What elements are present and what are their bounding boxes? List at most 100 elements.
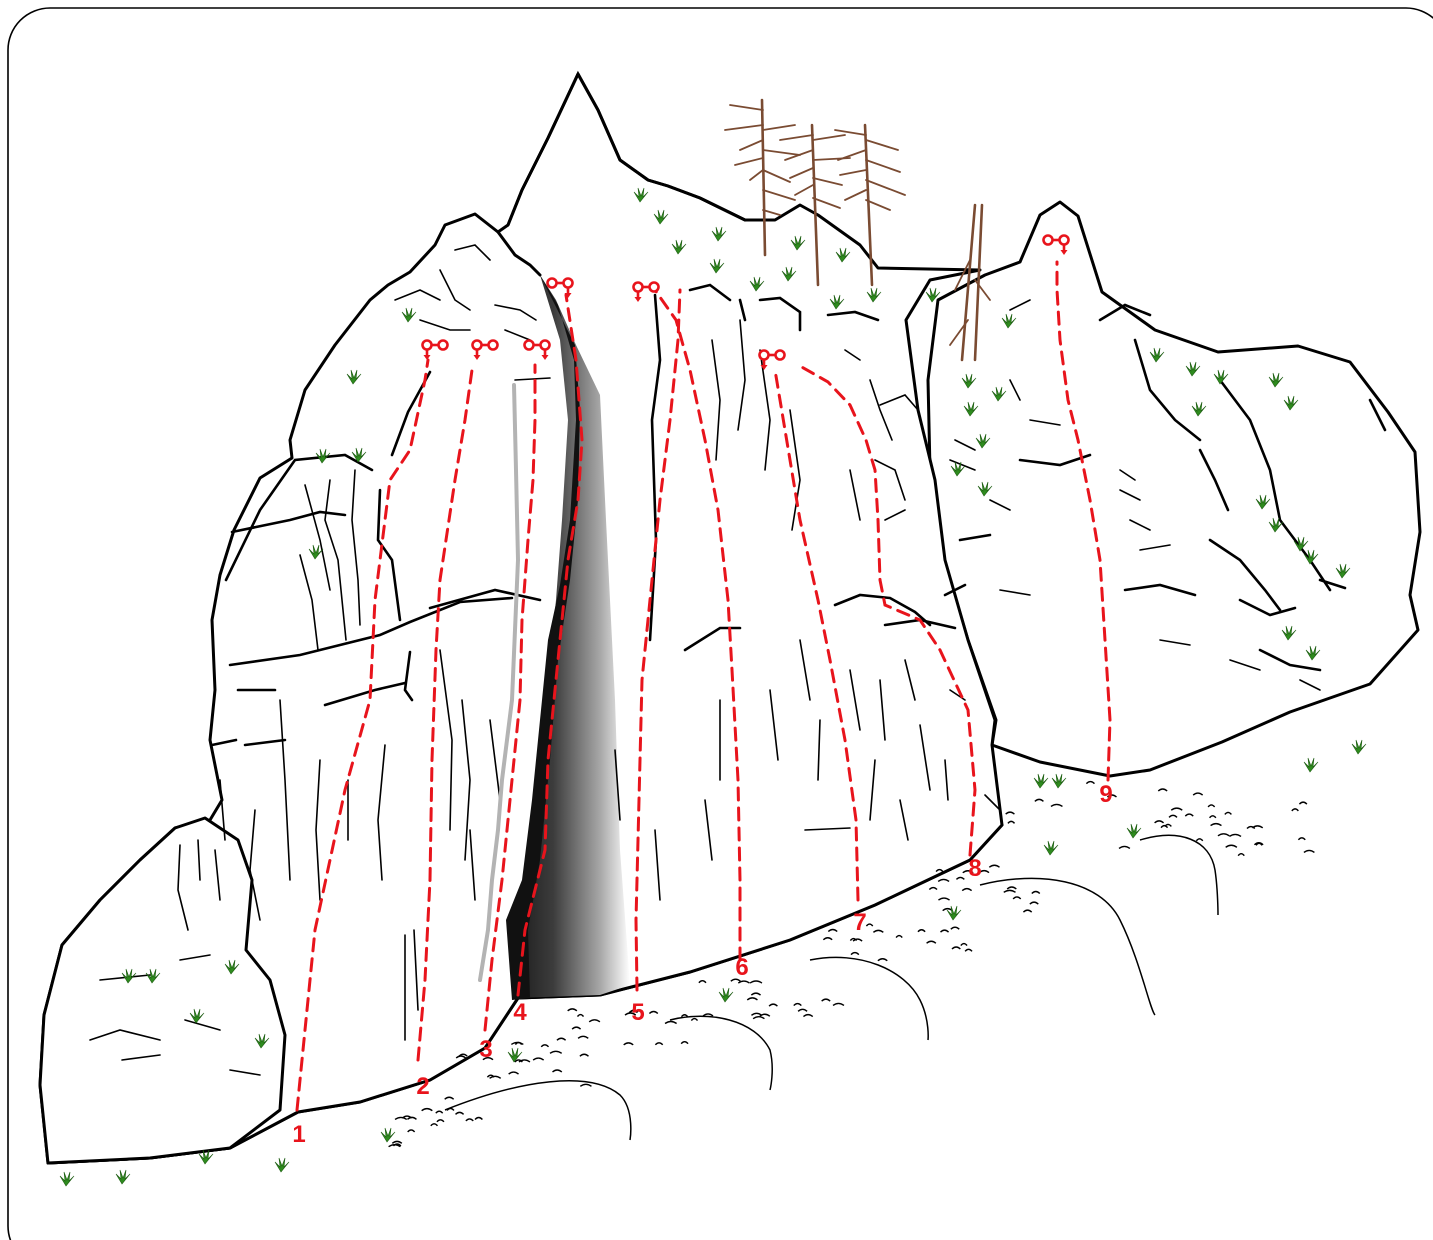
scree-pebble <box>552 1069 563 1073</box>
scree-pebble <box>832 1002 845 1006</box>
scree-pebble <box>1246 825 1256 830</box>
scree-pebble <box>571 1026 582 1030</box>
scree-pebble <box>1170 807 1183 811</box>
scree-pebble <box>698 980 707 984</box>
grey-crack-line <box>478 383 521 982</box>
route-number-6: 6 <box>735 954 748 981</box>
scree-pebble <box>579 1083 592 1087</box>
scree-pebble <box>1031 890 1041 895</box>
scree-pebble <box>1192 792 1204 796</box>
scree-pebble <box>850 951 860 956</box>
gully-dark-edge <box>506 275 580 1000</box>
scree-pebble <box>1251 825 1264 829</box>
scree-pebble <box>648 1010 659 1014</box>
scree-pebble <box>803 1013 814 1018</box>
scree-pebble <box>1154 820 1165 824</box>
dead-tree-icon-4 <box>949 203 991 362</box>
scree-pebble <box>702 1013 714 1017</box>
scree-pebble <box>865 923 874 927</box>
grass-tuft-icon <box>718 987 734 1003</box>
scree-pebble <box>1085 780 1095 785</box>
scree-pebble <box>455 1111 465 1115</box>
scree-pebble <box>1168 814 1178 818</box>
scree-pebble <box>797 1008 808 1012</box>
right-boulder-cracks <box>949 299 1387 691</box>
scree-pebble <box>849 937 858 942</box>
scree-pebble <box>623 1042 634 1046</box>
scree-pebble <box>752 1015 765 1020</box>
scree-pebble <box>1006 886 1017 890</box>
route-line-5 <box>634 288 682 992</box>
scree-pebble <box>1164 823 1172 827</box>
scree-pebble <box>690 1017 699 1022</box>
route-number-3: 3 <box>479 1036 492 1063</box>
grass-tuft-icon <box>1351 739 1367 755</box>
route-number-5: 5 <box>631 999 644 1026</box>
scree-pebble <box>455 1055 467 1059</box>
scree-pebble <box>955 876 965 880</box>
scree-pebble <box>962 870 974 874</box>
scree-pebble <box>1298 801 1308 805</box>
scree-pebble <box>482 1056 494 1061</box>
scree-pebble <box>1228 833 1242 837</box>
scree-pebble <box>1005 811 1015 815</box>
scree-pebble <box>514 1059 523 1063</box>
scree-pebble <box>940 929 950 933</box>
scree-pebble <box>960 942 968 947</box>
scree-pebble <box>401 1115 413 1119</box>
scree-pebble <box>872 929 884 933</box>
scree-pebble <box>877 958 888 962</box>
route-labels: 1 2 3 4 5 6 7 8 9 <box>292 781 1112 1148</box>
scree-pebble <box>1207 804 1216 808</box>
route-line-9 <box>1055 260 1112 782</box>
scree-pebble <box>680 1041 689 1045</box>
scree-pebble <box>1022 909 1033 913</box>
scree-pebble <box>938 897 950 901</box>
scree-pebble <box>1217 833 1230 837</box>
scree-pebble <box>1157 788 1168 792</box>
scree-pebble <box>964 948 973 952</box>
scree-pebble <box>749 980 763 984</box>
scree-pebble <box>394 1116 408 1121</box>
scree-pebble <box>549 1050 563 1054</box>
dead-tree-icon-2 <box>779 123 851 287</box>
scree-pebble <box>579 1053 589 1057</box>
scree-pebble <box>1224 811 1232 815</box>
scree-pebble <box>1118 845 1131 849</box>
scree-pebble <box>1225 844 1238 848</box>
scree-pebble <box>489 1075 502 1079</box>
scree-pebbles <box>388 780 1315 1148</box>
scree-pebble <box>1209 815 1217 819</box>
left-tower-edge <box>496 230 542 277</box>
scree-pebble <box>961 887 973 892</box>
scree-pebble <box>436 1119 445 1123</box>
scree-pebble <box>588 1019 601 1023</box>
scree-pebble <box>474 1116 483 1121</box>
scree-pebble <box>1297 837 1306 841</box>
route-number-9: 9 <box>1099 781 1112 808</box>
scree-pebble <box>1210 822 1222 827</box>
scree-pebble <box>430 1123 439 1127</box>
scree-pebble <box>1237 852 1245 857</box>
scree-pebble <box>1184 813 1194 817</box>
scree-pebble <box>737 980 750 984</box>
scree-pebble <box>988 864 1000 868</box>
scree-pebble <box>937 878 950 883</box>
scree-arcs <box>444 834 1219 1141</box>
scree-pebble <box>768 1003 778 1007</box>
route-number-1: 1 <box>292 1121 305 1148</box>
scree-pebble <box>1303 849 1315 853</box>
grass-tuft-icon <box>274 1157 290 1173</box>
dead-tree-icon-3 <box>834 123 906 287</box>
scree-pebble <box>654 1042 664 1046</box>
scree-pebble <box>576 1013 585 1018</box>
scree-pebble <box>1003 889 1016 893</box>
scree-pebble <box>407 1129 416 1133</box>
scree-pebble <box>1195 838 1204 842</box>
route-number-7: 7 <box>853 909 866 936</box>
scree-pebble <box>730 978 741 982</box>
scree-pebble <box>1291 808 1299 812</box>
scree-pebble <box>1160 824 1169 829</box>
right-boulder <box>926 200 1422 778</box>
